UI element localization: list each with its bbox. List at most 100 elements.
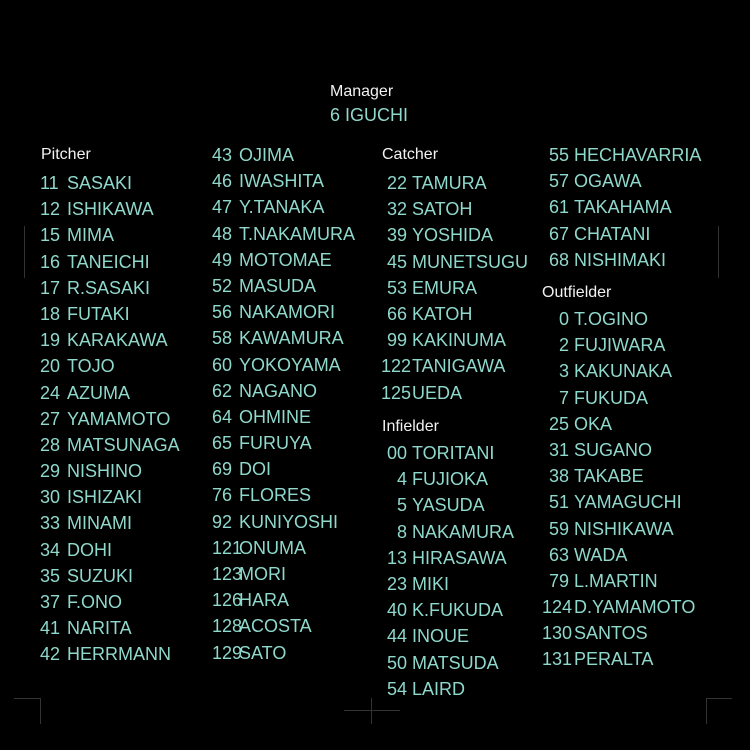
side-mark <box>718 226 719 278</box>
player-number: 128 <box>212 616 243 637</box>
player-row: 126 HARA <box>212 587 355 613</box>
player-number: 57 <box>548 171 569 192</box>
player-name: MINAMI <box>67 513 132 534</box>
player-number: 65 <box>212 433 233 454</box>
player-row: 68 NISHIMAKI <box>542 247 701 273</box>
player-name: K.FUKUDA <box>412 600 504 621</box>
player-name: HECHAVARRIA <box>574 145 702 165</box>
pitcher-heading: Pitcher <box>41 146 91 163</box>
player-number: 19 <box>40 330 61 351</box>
player-name: SUZUKI <box>67 565 134 586</box>
player-name: KARAKAWA <box>67 330 168 351</box>
player-row: 62 NAGANO <box>212 378 355 404</box>
player-row: 31 SUGANO <box>542 437 695 463</box>
player-number: 24 <box>40 382 61 403</box>
player-name: TOJO <box>67 356 115 377</box>
player-name: NAGANO <box>239 380 318 401</box>
player-number: 11 <box>40 173 59 193</box>
player-row: 16 TANEICHI <box>40 249 180 275</box>
player-row: 33 MINAMI <box>40 510 180 536</box>
player-row: 67 CHATANI <box>542 221 701 247</box>
player-row: 56 NAKAMORI <box>212 299 355 325</box>
player-name: MUNETSUGU <box>412 251 528 272</box>
player-number: 15 <box>40 225 61 246</box>
player-name: NARITA <box>67 618 132 639</box>
player-name: EMURA <box>412 277 478 298</box>
player-number: 44 <box>386 626 407 647</box>
player-row: 3 KAKUNAKA <box>542 358 695 384</box>
player-name: ACOSTA <box>239 616 312 637</box>
player-name: INOUE <box>412 626 470 647</box>
center-mark <box>371 698 372 724</box>
player-number: 51 <box>548 492 569 513</box>
outfielder-list: 0 T.OGINO 2 FUJIWARA 3 KAKUNAKA 7 FUKUDA 25 OKA 31… <box>542 306 695 673</box>
player-number: 53 <box>386 277 407 298</box>
player-row: 20 TOJO <box>40 353 180 379</box>
player-number: 16 <box>40 251 61 272</box>
player-number: 4 <box>396 469 407 490</box>
side-mark <box>24 226 25 278</box>
player-row: 129 SATO <box>212 640 355 666</box>
player-name: YASUDA <box>412 495 485 516</box>
player-number: 55 <box>548 145 569 165</box>
player-name: FURUYA <box>239 433 312 454</box>
outfielder-heading: Outfielder <box>542 284 612 301</box>
player-row: 13 HIRASAWA <box>381 545 514 571</box>
player-row: 65 FURUYA <box>212 430 355 456</box>
player-row: 43 OJIMA <box>212 142 355 168</box>
player-number: 28 <box>40 434 61 455</box>
player-name: YAMAGUCHI <box>574 492 682 513</box>
player-row: 122 TANIGAWA <box>381 353 528 379</box>
player-name: KUNIYOSHI <box>239 511 339 532</box>
player-number: 125 <box>381 382 412 403</box>
player-name: UEDA <box>412 382 463 403</box>
player-name: SASAKI <box>67 173 133 193</box>
player-number: 99 <box>386 330 407 351</box>
player-row: 23 MIKI <box>381 571 514 597</box>
player-number: 17 <box>40 277 61 298</box>
player-number: 42 <box>40 644 61 665</box>
player-name: HIRASAWA <box>412 547 507 568</box>
player-row: 28 MATSUNAGA <box>40 432 180 458</box>
player-name: MOTOMAE <box>239 249 332 270</box>
player-name: KAKINUMA <box>412 330 507 351</box>
player-number: 58 <box>212 328 233 349</box>
player-name: TAKABE <box>574 466 644 487</box>
corner-mark <box>40 698 41 724</box>
player-name: AZUMA <box>67 382 130 403</box>
player-row: 99 KAKINUMA <box>381 327 528 353</box>
player-name: OHMINE <box>239 406 311 427</box>
player-row: 11 SASAKI <box>40 170 180 196</box>
player-row: 45 MUNETSUGU <box>381 249 528 275</box>
center-mark <box>344 710 400 711</box>
player-row: 7 FUKUDA <box>542 385 695 411</box>
player-name: NISHINO <box>67 461 143 482</box>
player-number: 32 <box>386 199 407 220</box>
catcher-heading: Catcher <box>382 146 439 163</box>
player-name: LAIRD <box>412 678 466 699</box>
player-row: 0 T.OGINO <box>542 306 695 332</box>
player-number: 31 <box>548 439 569 460</box>
player-number: 63 <box>548 544 569 565</box>
player-number: 64 <box>212 406 233 427</box>
player-row: 17 R.SASAKI <box>40 275 180 301</box>
player-number: 27 <box>40 408 61 429</box>
player-name: D.YAMAMOTO <box>574 597 696 618</box>
player-number: 131 <box>542 649 573 670</box>
player-row: 19 KARAKAWA <box>40 327 180 353</box>
player-number: 41 <box>40 618 61 639</box>
player-number: 33 <box>40 513 61 534</box>
player-number: 38 <box>548 466 569 487</box>
player-row: 46 IWASHITA <box>212 168 355 194</box>
player-number: 39 <box>386 225 407 246</box>
player-row: 50 MATSUDA <box>381 650 514 676</box>
player-name: TORITANI <box>412 443 495 463</box>
player-row: 18 FUTAKI <box>40 301 180 327</box>
player-name: KAWAMURA <box>239 328 344 349</box>
player-number: 22 <box>386 173 407 193</box>
player-name: NISHIMAKI <box>574 249 667 270</box>
player-name: KAKUNAKA <box>574 361 673 382</box>
player-row: 29 NISHINO <box>40 458 180 484</box>
player-number: 126 <box>212 590 243 611</box>
player-row: 69 DOI <box>212 456 355 482</box>
